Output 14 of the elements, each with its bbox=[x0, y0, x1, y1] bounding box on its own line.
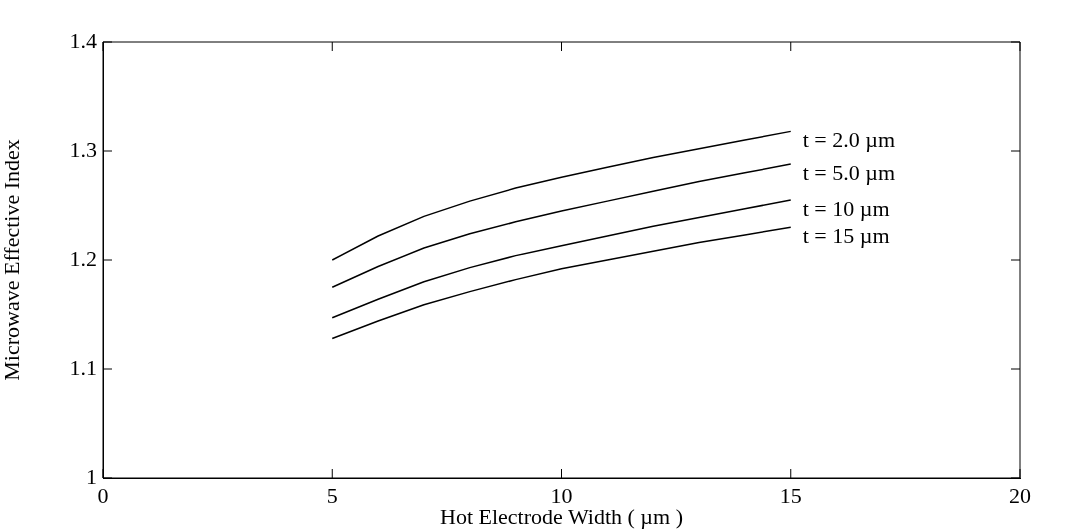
series-label: t = 2.0 µm bbox=[802, 127, 896, 153]
series-label: t = 15 µm bbox=[802, 223, 890, 249]
y-tick-label: 1.1 bbox=[69, 354, 97, 380]
x-tick-label: 5 bbox=[326, 482, 338, 508]
y-tick-label: 1 bbox=[86, 463, 97, 489]
x-tick-label: 15 bbox=[779, 482, 802, 508]
y-tick-label: 1.3 bbox=[69, 136, 97, 162]
x-tick-label: 20 bbox=[1009, 482, 1031, 508]
y-axis-title: Microwave Effective Index bbox=[0, 139, 24, 381]
series-label: t = 10 µm bbox=[802, 195, 890, 221]
y-tick-label: 1.4 bbox=[69, 27, 97, 53]
x-tick-label: 0 bbox=[97, 482, 109, 508]
series-label: t = 5.0 µm bbox=[802, 159, 896, 185]
y-tick-label: 1.2 bbox=[69, 245, 97, 271]
